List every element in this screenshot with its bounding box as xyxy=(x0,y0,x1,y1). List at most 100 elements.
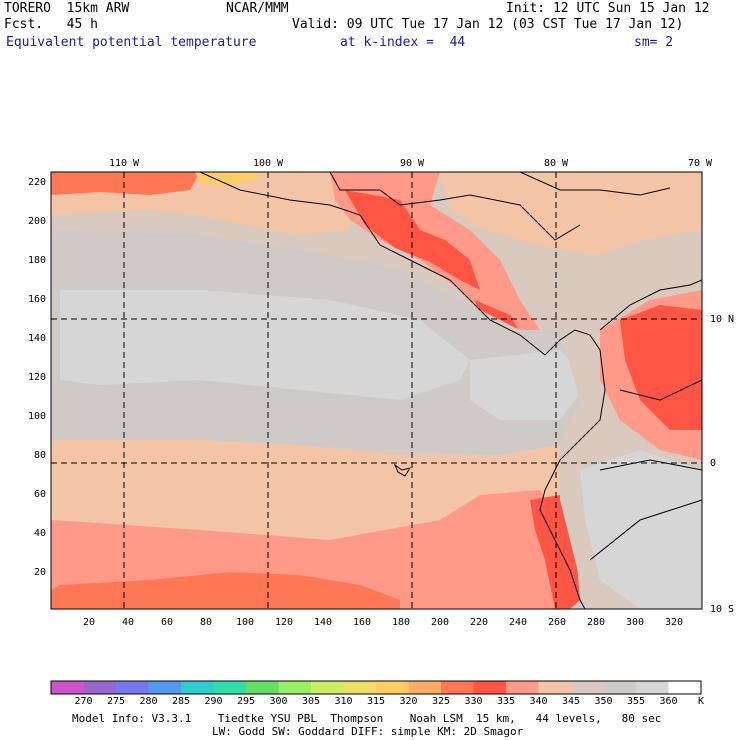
colorbar-swatch xyxy=(441,681,474,694)
plot-frame xyxy=(50,171,703,610)
x-tick: 60 xyxy=(161,617,173,628)
x-tick: 320 xyxy=(665,617,683,628)
colorbar-swatch xyxy=(506,681,539,694)
x-tick: 220 xyxy=(470,617,488,628)
brazil-border xyxy=(589,499,702,561)
x-tick: 120 xyxy=(275,617,293,628)
y-tick: 200 xyxy=(28,216,46,227)
x-tick: 140 xyxy=(314,617,332,628)
valid-time: Valid: 09 UTC Tue 17 Jan 12 (03 CST Tue … xyxy=(292,17,684,32)
model-info-line2: LW: Godd SW: Goddard DIFF: simple KM: 2D… xyxy=(212,725,524,738)
colorbar-label: 280 xyxy=(139,696,157,707)
x-tick: 20 xyxy=(83,617,95,628)
colorbar-label: 345 xyxy=(562,696,580,707)
lon-label: 100 W xyxy=(253,158,284,169)
caribbean-coastline xyxy=(329,172,581,241)
colorbar-label: 350 xyxy=(594,696,612,707)
colorbar-swatch xyxy=(51,681,84,694)
light-gray-patch-east xyxy=(470,350,590,420)
colorbar-swatch xyxy=(246,681,279,694)
colorbar-unit: K xyxy=(698,696,704,707)
colorbar-label: 305 xyxy=(302,696,320,707)
colombia-hot xyxy=(620,305,702,430)
colorbar-swatch xyxy=(408,681,442,694)
south-america-coastline xyxy=(539,349,606,609)
colorbar-label: 335 xyxy=(497,696,515,707)
level-info: at k-index = 44 xyxy=(340,35,466,50)
x-tick: 280 xyxy=(587,617,605,628)
colorbar-label: 300 xyxy=(269,696,287,707)
x-tick: 200 xyxy=(431,617,449,628)
y-tick-labels: 220 200 180 160 140 120 100 80 60 40 20 xyxy=(28,177,46,578)
y-tick: 40 xyxy=(34,528,46,539)
pacific-coastline xyxy=(199,172,601,356)
colorbar-label: 295 xyxy=(237,696,255,707)
colorbar-swatch xyxy=(181,681,214,694)
colorbar-label: 340 xyxy=(529,696,547,707)
field-name: Equivalent potential temperature xyxy=(6,35,257,50)
lon-label: 70 W xyxy=(688,158,713,169)
forecast-hour: Fcst. 45 h xyxy=(4,17,98,32)
amazon-gray xyxy=(580,450,702,609)
colorbar-swatch xyxy=(473,681,507,694)
y-tick: 20 xyxy=(34,567,46,578)
colorbar-label: 360 xyxy=(659,696,677,707)
colorbar-swatch xyxy=(343,681,377,694)
y-tick: 180 xyxy=(28,255,46,266)
colorbar-label: 275 xyxy=(107,696,125,707)
colorbar-label: 320 xyxy=(399,696,417,707)
y-tick: 160 xyxy=(28,294,46,305)
colorbar-swatch xyxy=(311,681,344,694)
caribbean-warm xyxy=(440,172,702,255)
light-gray-patch xyxy=(60,290,470,400)
yellow-patch xyxy=(195,172,260,186)
y-tick: 140 xyxy=(28,333,46,344)
colorbar-label: 270 xyxy=(74,696,92,707)
y-tick: 100 xyxy=(28,411,46,422)
y-tick: 220 xyxy=(28,177,46,188)
northern-red-band xyxy=(51,172,200,195)
colorbar-swatch xyxy=(603,681,637,694)
x-tick: 160 xyxy=(353,617,371,628)
x-tick: 100 xyxy=(236,617,254,628)
colorbar-swatch xyxy=(83,681,117,694)
colorbar-swatch xyxy=(148,681,182,694)
colorbar-swatch xyxy=(116,681,149,694)
theta-e-field xyxy=(51,172,702,609)
colorbar-label: 355 xyxy=(627,696,645,707)
colombia-coastline xyxy=(599,279,702,331)
peru-border xyxy=(599,459,702,471)
colorbar-label: 325 xyxy=(432,696,450,707)
central-america-hot xyxy=(345,190,480,290)
cuba-coastline xyxy=(519,172,671,196)
grid-lines xyxy=(51,172,702,609)
colorbar-label: 290 xyxy=(204,696,222,707)
colorbar-swatch xyxy=(668,681,702,694)
y-tick: 120 xyxy=(28,372,46,383)
x-tick: 300 xyxy=(626,617,644,628)
lat-label: 10 S xyxy=(710,604,734,615)
colorbar-swatch xyxy=(278,681,312,694)
x-tick: 180 xyxy=(392,617,410,628)
colorbar-label: 330 xyxy=(464,696,482,707)
y-tick: 80 xyxy=(34,450,46,461)
lon-label: 110 W xyxy=(109,158,140,169)
colorbar: 270 275 280 285 290 295 300 305 310 315 320 325 330 3… xyxy=(50,680,702,707)
init-time: Init: 12 UTC Sun 15 Jan 12 xyxy=(506,1,710,16)
lon-labels: 110 W 100 W 90 W 80 W 70 W xyxy=(109,158,713,169)
organization: NCAR/MMM xyxy=(226,1,289,16)
colorbar-swatch xyxy=(213,681,247,694)
southern-red-band xyxy=(51,572,400,609)
x-tick: 240 xyxy=(509,617,527,628)
colorbar-label: 310 xyxy=(334,696,352,707)
colorbar-label: 315 xyxy=(367,696,385,707)
x-tick: 40 xyxy=(122,617,134,628)
lon-label: 80 W xyxy=(544,158,569,169)
coastlines xyxy=(199,172,702,609)
colorbar-label: 285 xyxy=(172,696,190,707)
y-tick: 60 xyxy=(34,489,46,500)
x-tick-labels: 20 40 60 80 100 120 140 160 180 200 220 … xyxy=(83,617,683,628)
model-info-line1: Model Info: V3.3.1 Tiedtke YSU PBL Thomp… xyxy=(72,712,662,725)
lon-label: 90 W xyxy=(400,158,425,169)
colorbar-swatch xyxy=(571,681,604,694)
